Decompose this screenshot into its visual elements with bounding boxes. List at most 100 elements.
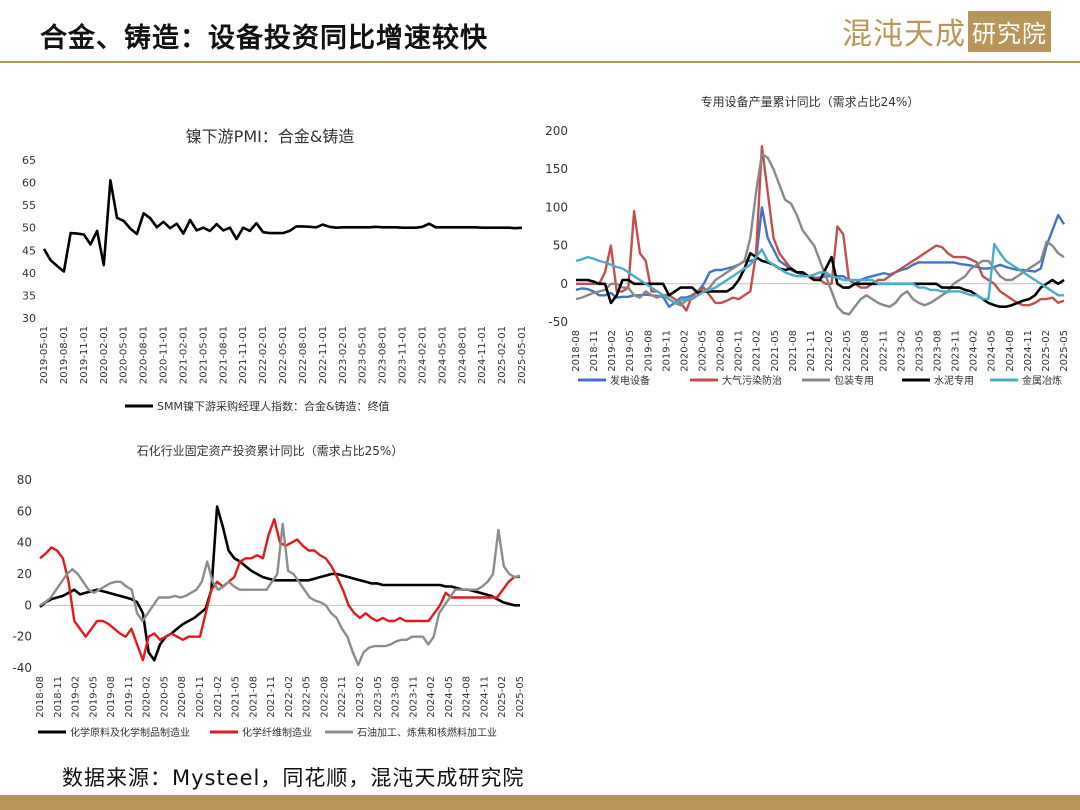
y-tick-label: 50: [22, 222, 36, 235]
series-line: [39, 505, 520, 662]
series-line: [575, 242, 1064, 305]
x-tick-label: 2021-05: [770, 330, 781, 372]
legend-label: 大气污染防治: [722, 374, 782, 387]
y-tick-label: 55: [22, 199, 36, 212]
y-tick-label: 0: [24, 598, 32, 612]
x-tick-label: 2021-11: [806, 330, 817, 372]
y-tick-label: 100: [545, 200, 568, 214]
chart-title: 镍下游PMI：合金&铸造: [186, 127, 355, 146]
x-tick-label: 2023-05: [373, 676, 384, 718]
x-tick-label: 2023-02-01: [338, 326, 349, 384]
x-tick-label: 2020-11: [195, 676, 206, 718]
x-tick-label: 2020-02: [679, 330, 690, 372]
x-tick-label: 2022-02-01: [258, 326, 269, 384]
x-tick-label: 2019-05: [88, 676, 99, 718]
series-line: [575, 152, 1065, 316]
x-tick-label: 2022-08: [319, 676, 330, 718]
footer-bar: [0, 795, 1080, 810]
x-tick-label: 2024-08-01: [457, 326, 468, 384]
x-tick-label: 2022-05-01: [278, 326, 289, 384]
x-tick-label: 2018-11: [53, 676, 64, 718]
legend-label: 发电设备: [610, 374, 650, 387]
x-tick-label: 2019-11-01: [79, 326, 90, 384]
x-tick-label: 2019-08: [643, 330, 654, 372]
x-tick-label: 2024-11: [1023, 330, 1034, 372]
x-tick-label: 2024-11: [479, 676, 490, 718]
x-tick-label: 2023-02: [355, 676, 366, 718]
x-tick-label: 2022-11: [878, 330, 889, 372]
logo-main-text: 混沌天成: [842, 17, 966, 52]
x-tick-label: 2023-11: [951, 330, 962, 372]
x-tick-label: 2021-02-01: [178, 326, 189, 384]
y-tick-label: 60: [17, 504, 32, 518]
x-tick-label: 2020-08: [177, 676, 188, 718]
x-tick-label: 2022-05: [302, 676, 313, 718]
x-tick-label: 2021-05: [231, 676, 242, 718]
x-tick-label: 2021-11: [266, 676, 277, 718]
x-tick-label: 2021-05-01: [198, 326, 209, 384]
y-tick-label: 80: [17, 473, 32, 487]
legend-label: 包装专用: [834, 374, 874, 387]
x-tick-label: 2025-05-01: [517, 326, 528, 384]
special-equipment-output-chart: 专用设备产量累计同比（需求占比24%） -50 0 50 100 150 200 2018-0…: [545, 94, 1070, 387]
x-tick-label: 2018-08: [35, 676, 46, 718]
x-tick-label: 2022-02: [284, 676, 295, 718]
x-tick-label: 2018-11: [589, 330, 600, 372]
x-tick-label: 2024-05: [987, 330, 998, 372]
x-tick-label: 2022-02: [824, 330, 835, 372]
x-tick-label: 2021-11-01: [238, 326, 249, 384]
y-tick-label: 150: [545, 162, 568, 176]
petrochemical-investment-chart: 石化行业固定资产投资累计同比（需求占比25%） -40 -20 0 20 40 60 80 20…: [12, 443, 526, 739]
x-tick-label: 2019-11: [661, 330, 672, 372]
x-tick-label: 2025-05: [515, 676, 526, 718]
x-tick-label: 2023-08: [932, 330, 943, 372]
x-tick-label: 2020-02: [142, 676, 153, 718]
legend-label: 石油加工、炼焦和核燃料加工业: [357, 726, 497, 739]
slide-title: 合金、铸造：设备投资同比增速较快: [40, 23, 488, 54]
series-line: [42, 179, 523, 273]
x-tick-label: 2020-05: [698, 330, 709, 372]
x-tick-label: 2024-08: [462, 676, 473, 718]
x-tick-label: 2023-05: [914, 330, 925, 372]
legend-label: 化学纤维制造业: [242, 726, 312, 739]
company-logo: 混沌天成 研究院: [842, 10, 1051, 52]
series-line: [39, 522, 521, 667]
x-tick-label: 2020-11-01: [159, 326, 170, 384]
x-tick-label: 2021-08: [248, 676, 259, 718]
x-tick-label: 2021-08: [788, 330, 799, 372]
y-tick-label: 0: [560, 277, 568, 291]
header-rule: [0, 61, 1080, 63]
logo-box-text: 研究院: [968, 10, 1051, 52]
y-tick-label: 20: [17, 567, 32, 581]
y-tick-label: 200: [545, 124, 568, 138]
x-tick-label: 2019-11: [124, 676, 135, 718]
x-tick-label: 2022-08-01: [298, 326, 309, 384]
x-tick-label: 2024-02-01: [417, 326, 428, 384]
x-tick-label: 2024-02: [969, 330, 980, 372]
y-tick-label: -50: [548, 315, 568, 329]
y-tick-label: 50: [553, 239, 568, 253]
x-tick-label: 2024-05: [444, 676, 455, 718]
y-tick-label: 60: [22, 177, 36, 190]
x-tick-label: 2021-02: [213, 676, 224, 718]
x-tick-label: 2022-08: [860, 330, 871, 372]
x-tick-label: 2023-08-01: [378, 326, 389, 384]
x-tick-label: 2021-02: [752, 330, 763, 372]
x-tick-label: 2025-02-01: [497, 326, 508, 384]
x-tick-label: 2019-02: [607, 330, 618, 372]
x-tick-label: 2019-08: [106, 676, 117, 718]
y-tick-label: 65: [22, 154, 36, 167]
y-tick-label: -40: [12, 661, 32, 675]
chart-title: 专用设备产量累计同比（需求占比24%）: [701, 94, 920, 109]
chart-title: 石化行业固定资产投资累计同比（需求占比25%）: [137, 443, 404, 458]
x-tick-label: 2019-02: [71, 676, 82, 718]
x-tick-label: 2020-11: [734, 330, 745, 372]
x-tick-label: 2025-02: [1041, 330, 1052, 372]
x-tick-label: 2020-02-01: [99, 326, 110, 384]
legend-label: 化学原料及化学制品制造业: [70, 726, 190, 739]
y-tick-label: 30: [22, 312, 36, 325]
x-tick-label: 2025-02: [497, 676, 508, 718]
y-tick-label: -20: [12, 630, 32, 644]
x-tick-label: 2020-08: [716, 330, 727, 372]
x-tick-label: 2019-08-01: [59, 326, 70, 384]
